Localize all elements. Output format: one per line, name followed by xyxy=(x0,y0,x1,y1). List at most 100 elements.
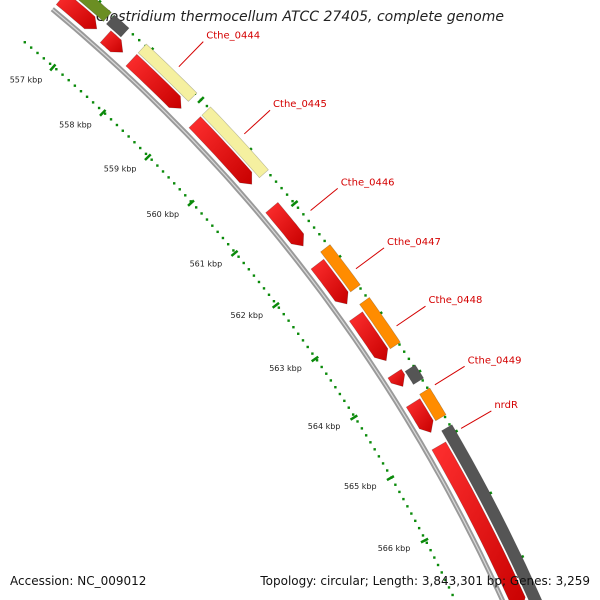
outer-ruler-dot xyxy=(443,415,447,419)
outer-ruler-dot xyxy=(205,104,209,108)
inner-ruler-dot xyxy=(356,420,359,423)
ruler-label: 562 kbp xyxy=(230,311,263,320)
inner-major-tick xyxy=(144,153,152,161)
outer-ruler-dot xyxy=(402,350,406,353)
inner-ruler-dot xyxy=(364,434,368,437)
inner-ruler-dot xyxy=(421,534,425,537)
inner-ruler-dot xyxy=(267,293,271,296)
gene-label: Cthe_0446 xyxy=(341,177,395,188)
inner-major-tick xyxy=(99,109,107,117)
outer-ruler-dot xyxy=(407,357,411,361)
inner-ruler-dot xyxy=(48,62,52,65)
inner-ruler-dot xyxy=(205,218,209,221)
inner-major-tick xyxy=(349,414,358,421)
inner-ruler-dot xyxy=(282,312,285,316)
ruler-label: 559 kbp xyxy=(104,164,137,173)
inner-ruler-dot xyxy=(79,90,83,93)
inner-ruler-dot xyxy=(325,372,328,375)
inner-ruler-dot xyxy=(85,95,89,98)
cds-arrow xyxy=(125,53,182,109)
gene-labels: Cthe_0444 Cthe_0445 Cthe_0446 Cthe_0447 Cthe… xyxy=(178,31,522,429)
inner-ruler-dot xyxy=(297,332,300,335)
inner-ruler-dot xyxy=(29,46,33,49)
inner-ruler-dot xyxy=(23,41,26,44)
gene-label: Cthe_0445 xyxy=(273,99,327,110)
inner-ruler-dot xyxy=(444,578,447,582)
outer-ruler-dot xyxy=(312,226,316,229)
genome-summary: Topology: circular; Length: 3,843,301 bp… xyxy=(260,574,590,588)
inner-ruler-dot xyxy=(306,345,309,349)
inner-ruler-dot xyxy=(247,268,251,271)
accession-text: Accession: NC_009012 xyxy=(10,574,147,588)
gene-label: Cthe_0447 xyxy=(387,237,441,248)
inner-ruler-dot xyxy=(343,399,346,403)
map-title: Clostridium thermocellum ATCC 27405, com… xyxy=(96,9,504,25)
inner-ruler-dot xyxy=(447,586,451,589)
inner-major-tick xyxy=(310,355,319,363)
inner-ruler-dot xyxy=(97,106,101,110)
inner-ruler-dot xyxy=(200,212,203,215)
inner-ruler-dot xyxy=(429,548,432,552)
inner-ruler-dot xyxy=(417,526,421,530)
inner-ruler-dot xyxy=(103,112,107,115)
cds-arrow xyxy=(387,368,406,387)
outer-ruler-dot xyxy=(359,287,362,290)
cds-arrow xyxy=(265,201,305,247)
inner-ruler-dot xyxy=(73,84,77,87)
gene-block xyxy=(105,14,130,38)
inner-ruler-dot xyxy=(287,319,290,322)
inner-ruler-dot xyxy=(398,490,401,494)
inner-ruler-dot xyxy=(91,101,95,104)
inner-ruler-dot xyxy=(315,359,319,362)
inner-ruler-dot xyxy=(262,287,266,290)
inner-ruler-dot xyxy=(232,249,235,252)
outer-ruler-dot xyxy=(285,193,289,196)
label-leader xyxy=(396,305,426,327)
inner-ruler-dot xyxy=(272,300,276,303)
inner-ruler-dot xyxy=(42,57,46,60)
inner-ruler-dot xyxy=(334,386,337,389)
inner-ruler-dot xyxy=(115,123,119,127)
gene-block xyxy=(320,244,361,293)
inner-ruler-dot xyxy=(61,73,64,76)
outer-ruler-dot xyxy=(421,379,424,382)
inner-ruler-dot xyxy=(237,255,240,258)
inner-ruler-dot xyxy=(172,182,176,185)
outer-ruler-dot xyxy=(280,186,283,190)
inner-ruler-dot xyxy=(156,164,159,167)
inner-ruler-dot xyxy=(36,51,39,55)
inner-ruler-dot xyxy=(242,261,245,265)
outer-ruler-dot xyxy=(307,219,310,223)
gene-label: Cthe_0449 xyxy=(468,355,522,366)
label-leader xyxy=(355,247,385,270)
inner-ruler-dot xyxy=(338,392,342,396)
inner-ruler-dot xyxy=(161,170,165,173)
inner-major-tick xyxy=(49,63,57,72)
inner-ruler-dot xyxy=(436,563,440,567)
inner-major-tick xyxy=(187,199,195,207)
cds-arrow xyxy=(348,311,389,362)
inner-ruler-dot xyxy=(377,455,381,458)
inner-major-tick xyxy=(386,475,395,482)
inner-ruler-dot xyxy=(226,243,230,246)
inner-ruler-dot xyxy=(67,78,70,82)
backbone-highlight xyxy=(51,8,503,600)
backbone xyxy=(50,7,506,600)
label-leader xyxy=(310,187,339,211)
gene-label: Cthe_0448 xyxy=(429,295,483,306)
ruler-label: 566 kbp xyxy=(378,544,411,553)
inner-ruler-dot xyxy=(139,146,142,150)
outer-ruler-dot xyxy=(364,294,367,297)
inner-ruler-dot xyxy=(150,158,153,161)
ruler-label: 558 kbp xyxy=(59,120,92,129)
inner-ruler-dot xyxy=(425,541,429,544)
inner-ruler-dot xyxy=(292,326,295,329)
label-leader xyxy=(243,109,271,135)
inner-ruler-dot xyxy=(373,448,376,451)
outer-ruler-dot xyxy=(398,343,401,346)
inner-ruler-dot xyxy=(369,441,372,444)
outer-ruler-dot xyxy=(138,38,141,42)
inner-ruler-dot xyxy=(381,462,385,465)
feature-track xyxy=(55,0,543,600)
